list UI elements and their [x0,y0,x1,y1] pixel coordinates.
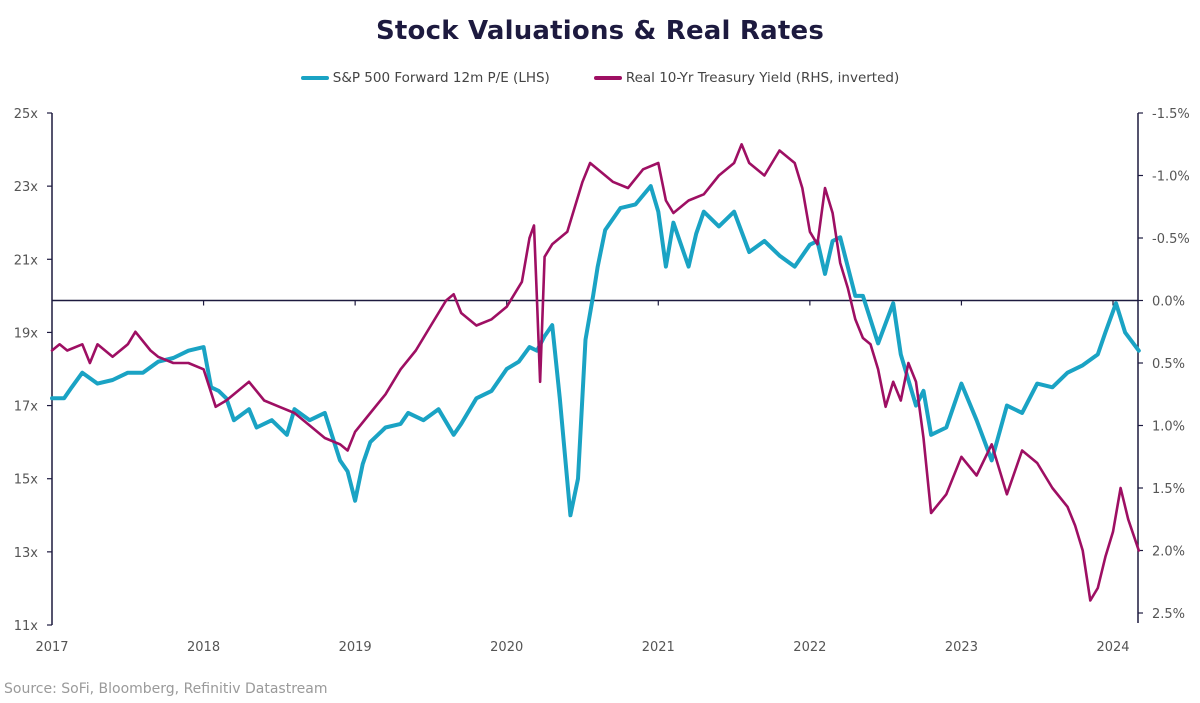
x-axis-tick-label: 2018 [187,640,220,655]
right-axis-tick-label: 1.0% [1152,420,1185,435]
x-axis-tick-label: 2023 [945,640,978,655]
legend-item-real-yield: Real 10-Yr Treasury Yield (RHS, inverted… [593,70,900,86]
legend-swatch-real-yield [593,76,622,80]
left-axis-tick-label: 17x [14,400,39,415]
axes [47,112,1143,626]
chart-title: Stock Valuations & Real Rates [375,16,825,46]
legend-label-real-yield: Real 10-Yr Treasury Yield (RHS, inverted… [625,70,900,86]
x-axis-tick-label: 2020 [490,640,523,655]
legend-label-pe: S&P 500 Forward 12m P/E (LHS) [332,70,550,86]
right-axis-tick-label: 0.0% [1152,295,1185,310]
right-axis-tick-label: 2.0% [1152,545,1185,560]
left-axis-tick-label: 19x [14,326,39,341]
series-line-real-yield [50,143,1141,602]
right-axis-tick-label: 0.5% [1152,357,1185,372]
series-line-pe [50,184,1141,518]
legend-item-pe: S&P 500 Forward 12m P/E (LHS) [300,70,550,86]
source-note: Source: SoFi, Bloomberg, Refinitiv Datas… [4,681,328,697]
series-group [50,143,1141,602]
x-axis-tick-label: 2017 [35,640,68,655]
left-axis-tick-label: 15x [14,473,39,488]
tick-labels: 25x 23x 21x 19x 17x 15x 13x 11x -1.5% -1.0% -0.5% 0… [14,107,1190,655]
right-axis-tick-label: -1.5% [1152,107,1190,122]
x-axis-tick-label: 2021 [642,640,675,655]
left-axis-tick-label: 25x [14,107,39,122]
legend: S&P 500 Forward 12m P/E (LHS) Real 10-Yr… [0,70,1200,86]
right-axis-tick-label: 1.5% [1152,482,1185,497]
x-axis-tick-label: 2024 [1096,640,1129,655]
left-axis-tick-label: 11x [14,619,39,634]
legend-swatch-pe [300,76,329,80]
left-axis-tick-label: 13x [14,546,39,561]
left-axis-tick-label: 21x [14,253,39,268]
left-axis-tick-label: 23x [14,180,39,195]
right-axis-tick-label: 2.5% [1152,607,1185,622]
right-axis-tick-label: -0.5% [1152,232,1190,247]
x-axis-tick-label: 2022 [793,640,826,655]
right-axis-tick-label: -1.0% [1152,170,1190,185]
x-axis-tick-label: 2019 [339,640,372,655]
